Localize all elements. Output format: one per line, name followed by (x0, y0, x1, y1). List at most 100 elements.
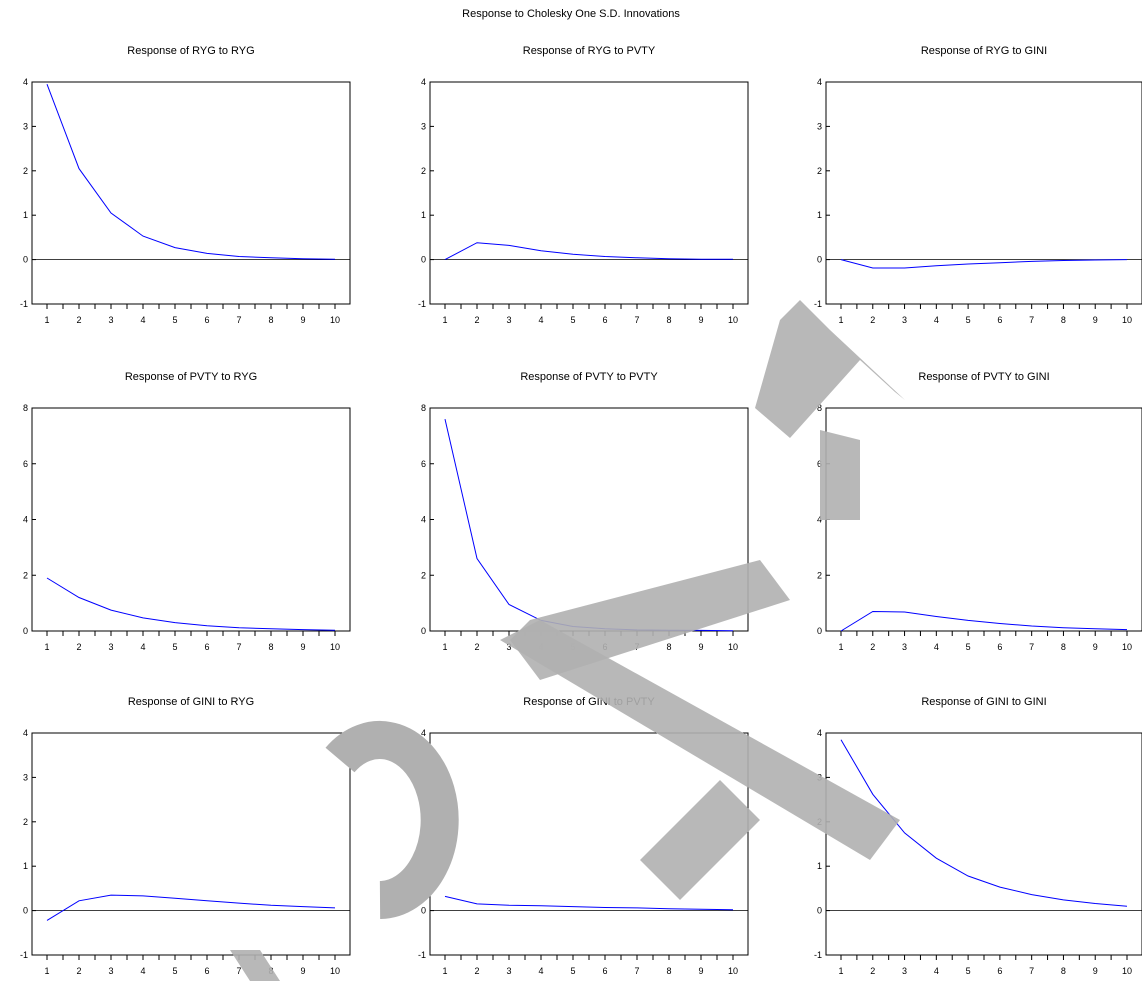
plot-frame (31, 732, 351, 956)
x-tick-label: 2 (870, 642, 875, 652)
x-tick-label: 7 (1029, 642, 1034, 652)
plot-frame (825, 81, 1142, 305)
x-tick-label: 7 (634, 642, 639, 652)
x-tick-label: 4 (538, 315, 543, 325)
x-tick-label: 8 (666, 966, 671, 976)
x-tick-label: 10 (1122, 966, 1132, 976)
x-tick-label: 6 (997, 642, 1002, 652)
x-tick-label: 10 (728, 966, 738, 976)
y-tick-label: -1 (20, 950, 28, 960)
y-tick-label: 6 (23, 459, 28, 469)
x-tick-label: 5 (172, 642, 177, 652)
x-tick-label: 8 (666, 315, 671, 325)
x-tick-label: 4 (140, 315, 145, 325)
chart-panel: Response of PVTY to GINI 0 2 4 6 8 1 2 3 4 5 6 7 8 9 10 (817, 371, 1142, 652)
y-tick-label: 2 (817, 166, 822, 176)
x-tick-label: 7 (634, 966, 639, 976)
x-tick-label: 6 (602, 642, 607, 652)
x-tick-label: 5 (570, 315, 575, 325)
y-tick-label: 6 (817, 459, 822, 469)
y-tick-label: 4 (23, 728, 28, 738)
y-tick-label: 0 (817, 626, 822, 636)
response-line (840, 610, 1128, 632)
chart-panel: Response of RYG to PVTY -1 0 1 2 3 4 1 2 3 4 5 6 7 8 9 1… (418, 45, 749, 325)
x-tick-label: 7 (634, 315, 639, 325)
response-line (840, 259, 1128, 269)
x-tick-label: 6 (997, 966, 1002, 976)
x-tick-label: 3 (902, 642, 907, 652)
chart-panel: Response of GINI to RYG -1 0 1 2 3 4 1 2 3 4 5 6 7 8 9 1… (20, 696, 351, 976)
response-line (840, 739, 1128, 907)
x-tick-label: 2 (76, 966, 81, 976)
y-tick-label: 0 (23, 255, 28, 265)
y-tick-label: 0 (817, 255, 822, 265)
chart-panel: Response of GINI to GINI -1 0 1 2 3 4 1 2 3 4 5 6 7 8 9… (814, 696, 1142, 976)
y-tick-label: 0 (817, 906, 822, 916)
chart-panel: Response of GINI to PVTY -1 0 1 2 3 4 1 2 3 4 5 6 7 8 9… (418, 696, 749, 976)
x-tick-label: 8 (1061, 642, 1066, 652)
response-line (46, 577, 336, 631)
x-tick-label: 1 (442, 315, 447, 325)
x-tick-label: 5 (172, 315, 177, 325)
x-tick-label: 10 (728, 642, 738, 652)
y-tick-label: 2 (421, 817, 426, 827)
x-tick-label: 4 (538, 642, 543, 652)
y-tick-label: 8 (23, 403, 28, 413)
x-tick-label: 5 (966, 966, 971, 976)
x-tick-label: 6 (997, 315, 1002, 325)
x-tick-label: 9 (1093, 966, 1098, 976)
chart-panel: Response of PVTY to PVTY 0 2 4 6 8 1 2 3 4 5 6 7 8 9 10 (421, 371, 749, 652)
x-tick-label: 2 (474, 642, 479, 652)
x-tick-label: 1 (44, 966, 49, 976)
y-tick-label: 2 (23, 817, 28, 827)
x-tick-label: 3 (506, 315, 511, 325)
x-tick-label: 6 (204, 642, 209, 652)
y-tick-label: 2 (421, 570, 426, 580)
x-tick-label: 6 (602, 966, 607, 976)
x-tick-label: 9 (1093, 315, 1098, 325)
x-tick-label: 5 (966, 315, 971, 325)
x-tick-label: 1 (44, 642, 49, 652)
y-tick-label: 0 (421, 255, 426, 265)
page-title: Response to Cholesky One S.D. Innovation… (462, 8, 680, 20)
x-tick-label: 2 (870, 966, 875, 976)
panel-title: Response of GINI to RYG (128, 696, 254, 708)
y-tick-label: 2 (23, 570, 28, 580)
y-tick-label: 4 (817, 77, 822, 87)
x-tick-label: 8 (666, 642, 671, 652)
response-line (46, 894, 336, 921)
y-tick-label: 8 (817, 403, 822, 413)
x-tick-label: 9 (300, 642, 305, 652)
x-tick-label: 8 (1061, 966, 1066, 976)
x-tick-label: 3 (902, 966, 907, 976)
x-tick-label: 3 (108, 315, 113, 325)
y-tick-label: 1 (421, 861, 426, 871)
x-tick-label: 7 (1029, 315, 1034, 325)
y-tick-label: 1 (421, 210, 426, 220)
x-tick-label: 10 (1122, 642, 1132, 652)
y-tick-label: 0 (421, 626, 426, 636)
y-tick-label: 3 (23, 772, 28, 782)
panel-title: Response of PVTY to PVTY (520, 371, 658, 383)
response-line (444, 418, 734, 632)
x-tick-label: 4 (934, 315, 939, 325)
response-line (444, 242, 733, 261)
panel-title: Response of GINI to PVTY (523, 696, 655, 708)
x-tick-label: 3 (902, 315, 907, 325)
x-tick-label: 2 (76, 642, 81, 652)
y-tick-label: 1 (817, 210, 822, 220)
x-tick-label: 10 (728, 315, 738, 325)
y-tick-label: 2 (817, 570, 822, 580)
panel-title: Response of GINI to GINI (921, 696, 1046, 708)
plot-frame (429, 407, 749, 632)
x-tick-label: 8 (268, 966, 273, 976)
y-tick-label: 8 (421, 403, 426, 413)
x-tick-label: 6 (602, 315, 607, 325)
y-tick-label: -1 (814, 299, 822, 309)
x-tick-label: 2 (870, 315, 875, 325)
y-tick-label: 1 (23, 210, 28, 220)
y-tick-label: 4 (23, 515, 28, 525)
y-tick-label: 1 (23, 861, 28, 871)
x-tick-label: 7 (1029, 966, 1034, 976)
